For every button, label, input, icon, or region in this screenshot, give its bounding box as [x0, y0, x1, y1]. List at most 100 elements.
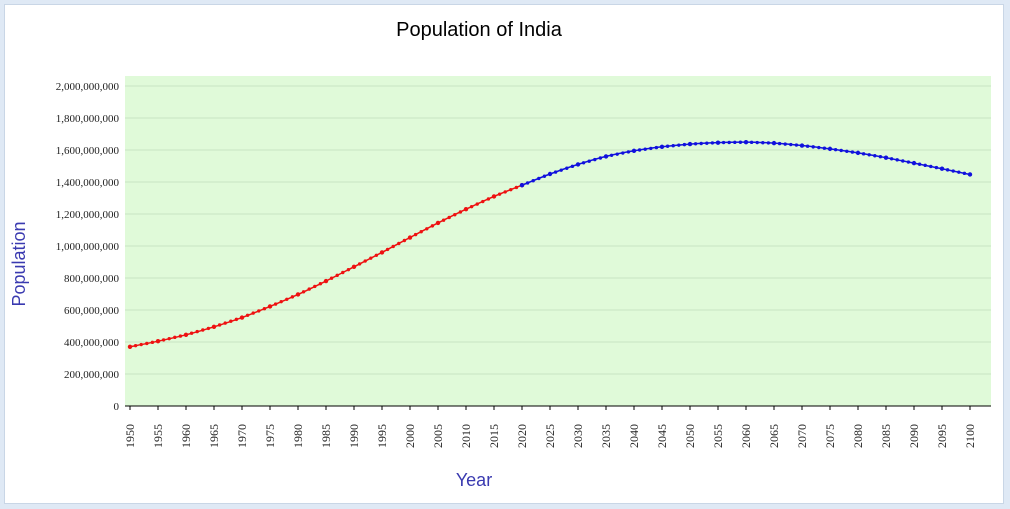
data-point[interactable] [363, 259, 367, 263]
data-point[interactable] [183, 332, 189, 337]
data-point[interactable] [413, 232, 418, 237]
data-point[interactable] [727, 140, 731, 145]
data-point[interactable] [861, 152, 866, 156]
data-point[interactable] [867, 153, 871, 157]
data-point[interactable] [794, 143, 799, 147]
data-point[interactable] [537, 176, 541, 181]
data-point[interactable] [206, 326, 211, 331]
data-point[interactable] [934, 165, 939, 170]
data-point[interactable] [677, 143, 681, 147]
data-point[interactable] [939, 166, 945, 171]
data-point[interactable] [789, 142, 793, 147]
data-point[interactable] [783, 142, 787, 146]
data-point[interactable] [761, 141, 765, 145]
data-point[interactable] [575, 162, 581, 167]
data-point[interactable] [229, 319, 233, 323]
data-point[interactable] [817, 145, 821, 150]
data-point[interactable] [127, 344, 133, 349]
data-point[interactable] [195, 329, 199, 334]
data-point[interactable] [755, 140, 759, 145]
data-point[interactable] [391, 244, 395, 249]
data-point[interactable] [587, 159, 591, 163]
data-point[interactable] [491, 194, 497, 199]
data-point[interactable] [570, 164, 575, 169]
data-point[interactable] [447, 215, 451, 220]
data-point[interactable] [341, 270, 345, 275]
data-point[interactable] [626, 150, 631, 154]
data-point[interactable] [313, 284, 317, 289]
data-point[interactable] [335, 273, 339, 278]
data-point[interactable] [643, 147, 647, 151]
data-point[interactable] [155, 339, 161, 344]
data-point[interactable] [845, 149, 849, 153]
data-point[interactable] [855, 150, 861, 156]
data-point[interactable] [531, 179, 535, 183]
data-point[interactable] [245, 313, 250, 318]
data-point[interactable] [917, 162, 922, 166]
data-point[interactable] [743, 139, 749, 145]
data-point[interactable] [267, 304, 273, 309]
data-point[interactable] [167, 336, 171, 341]
data-point[interactable] [615, 152, 619, 156]
data-point[interactable] [771, 140, 777, 146]
data-point[interactable] [379, 250, 385, 255]
data-point[interactable] [346, 267, 351, 272]
data-point[interactable] [441, 218, 446, 222]
data-point[interactable] [178, 334, 183, 338]
data-point[interactable] [374, 253, 379, 257]
data-point[interactable] [217, 323, 222, 327]
data-point[interactable] [827, 146, 833, 152]
data-point[interactable] [223, 321, 227, 325]
data-point[interactable] [519, 183, 525, 188]
data-point[interactable] [799, 143, 805, 148]
data-point[interactable] [497, 192, 502, 196]
data-point[interactable] [962, 171, 967, 176]
data-point[interactable] [503, 190, 507, 194]
data-point[interactable] [402, 238, 407, 243]
data-point[interactable] [878, 155, 883, 159]
data-point[interactable] [593, 157, 597, 162]
data-point[interactable] [873, 154, 877, 158]
data-point[interactable] [369, 256, 373, 260]
data-point[interactable] [385, 247, 390, 252]
data-point[interactable] [234, 317, 239, 322]
data-point[interactable] [285, 297, 289, 301]
data-point[interactable] [397, 241, 401, 246]
data-point[interactable] [173, 335, 177, 340]
data-point[interactable] [559, 168, 563, 172]
data-point[interactable] [710, 141, 715, 145]
data-point[interactable] [301, 290, 306, 294]
data-point[interactable] [693, 142, 698, 146]
data-point[interactable] [351, 264, 357, 269]
data-point[interactable] [699, 141, 703, 146]
data-point[interactable] [839, 148, 843, 153]
data-point[interactable] [850, 150, 855, 154]
data-point[interactable] [290, 295, 295, 299]
data-point[interactable] [514, 185, 519, 190]
data-point[interactable] [469, 204, 474, 209]
data-point[interactable] [777, 141, 782, 146]
data-point[interactable] [161, 338, 166, 342]
data-point[interactable] [889, 157, 894, 161]
data-point[interactable] [883, 155, 889, 160]
data-point[interactable] [481, 199, 485, 204]
data-point[interactable] [475, 202, 479, 206]
data-point[interactable] [251, 311, 255, 315]
data-point[interactable] [654, 145, 659, 150]
data-point[interactable] [715, 140, 721, 145]
data-point[interactable] [833, 147, 838, 152]
data-point[interactable] [621, 151, 625, 155]
data-point[interactable] [705, 141, 709, 145]
data-point[interactable] [486, 197, 491, 201]
data-point[interactable] [565, 166, 569, 170]
data-point[interactable] [906, 160, 911, 164]
data-point[interactable] [631, 148, 637, 153]
data-point[interactable] [547, 171, 553, 177]
data-point[interactable] [637, 148, 642, 152]
data-point[interactable] [687, 141, 693, 147]
data-point[interactable] [957, 170, 961, 174]
data-point[interactable] [542, 174, 547, 178]
data-point[interactable] [407, 235, 413, 240]
data-point[interactable] [749, 140, 754, 145]
data-point[interactable] [357, 262, 362, 266]
